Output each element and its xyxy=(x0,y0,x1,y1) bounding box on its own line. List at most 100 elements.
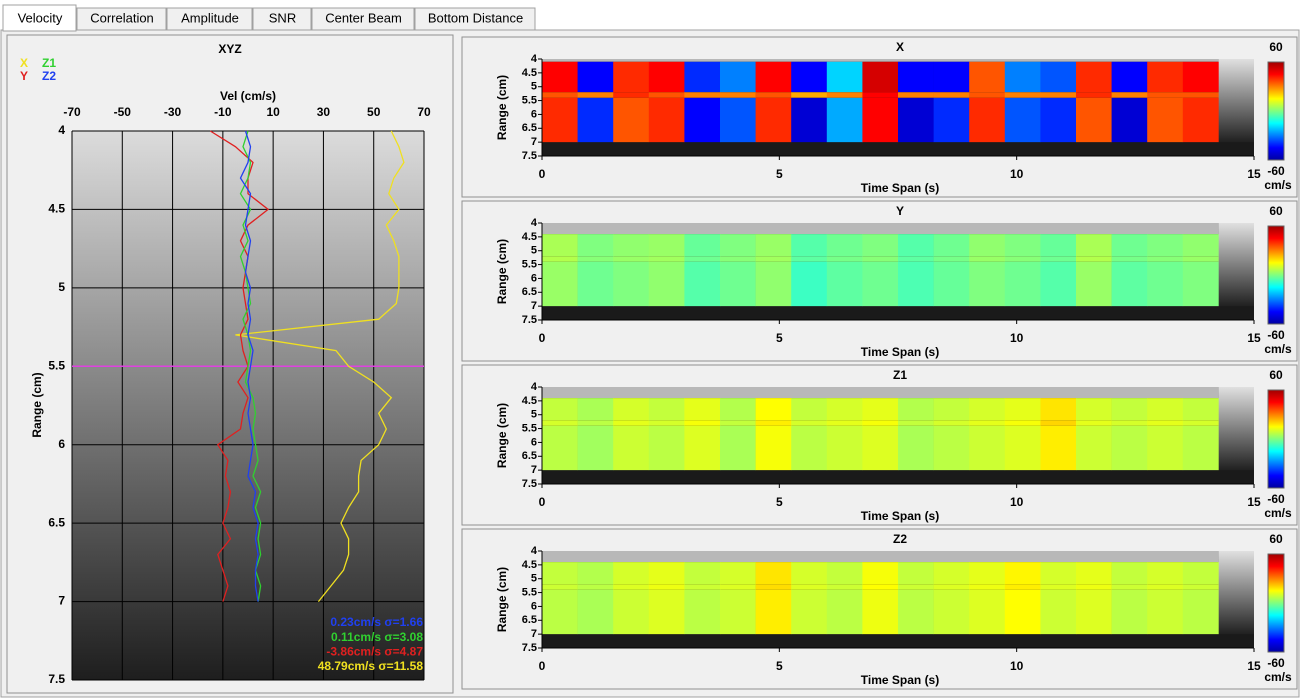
heat-cell xyxy=(1147,420,1184,426)
heat-cell xyxy=(1004,420,1041,426)
x-tick-label: 0 xyxy=(539,167,546,181)
heat-cell xyxy=(791,398,828,421)
heat-cell xyxy=(542,61,578,93)
heat-cell xyxy=(898,584,934,590)
heat-cell xyxy=(1076,562,1112,585)
tab[interactable] xyxy=(2,4,77,32)
x-tick-label: 0 xyxy=(539,331,546,345)
chart-title: Z1 xyxy=(893,368,907,382)
heat-cell xyxy=(898,425,934,471)
heat-cell xyxy=(577,92,614,98)
heat-cell xyxy=(969,92,1006,98)
tab-label[interactable]: Center Beam xyxy=(325,10,402,25)
heat-cell xyxy=(1147,92,1184,98)
heat-cell xyxy=(933,589,970,635)
heat-cell xyxy=(862,97,899,143)
y-tick-label: 6.5 xyxy=(48,515,65,529)
tab[interactable] xyxy=(252,7,312,31)
heat-cell xyxy=(613,562,650,585)
heat-cell xyxy=(577,61,614,93)
heat-cell xyxy=(755,261,792,307)
series-line xyxy=(239,130,262,602)
heat-cell xyxy=(648,589,685,635)
heat-cell xyxy=(1040,61,1077,93)
tab-label[interactable]: SNR xyxy=(269,10,296,25)
tab[interactable] xyxy=(311,7,415,31)
heat-cell xyxy=(898,92,934,98)
heat-cell xyxy=(1040,589,1077,635)
heat-cell xyxy=(720,398,756,421)
heat-cell xyxy=(1004,562,1041,585)
heat-cell xyxy=(755,256,792,262)
heat-cell xyxy=(969,97,1006,143)
y-axis-label: Range (cm) xyxy=(495,567,509,632)
y-tick-label: 4 xyxy=(531,217,538,229)
heat-cell xyxy=(1147,562,1184,585)
heat-cell xyxy=(755,584,792,590)
x-tick-label: 15 xyxy=(1247,495,1261,509)
heat-cell xyxy=(755,425,792,471)
heat-cell xyxy=(1076,256,1112,262)
y-tick-label: 5 xyxy=(58,280,65,294)
x-tick-label: -70 xyxy=(63,105,81,119)
y-tick-label: 5 xyxy=(531,409,537,421)
heat-cell xyxy=(684,61,721,93)
heat-cell xyxy=(1111,261,1148,307)
series-line xyxy=(239,130,259,602)
heat-cell xyxy=(1040,420,1077,426)
heat-cell xyxy=(969,425,1006,471)
heat-cell xyxy=(1182,261,1219,307)
heat-cell xyxy=(684,97,721,143)
heat-cell xyxy=(755,92,792,98)
heat-cell xyxy=(1004,256,1041,262)
heat-cell xyxy=(1040,97,1077,143)
plot-fill xyxy=(1218,59,1254,143)
heat-cell xyxy=(684,234,721,257)
y-tick-label: 7 xyxy=(531,464,537,476)
plot-fill xyxy=(542,551,1219,563)
heat-cell xyxy=(1182,97,1219,143)
x-axis-label: Vel (cm/s) xyxy=(220,89,276,103)
x-tick-label: 50 xyxy=(367,105,381,119)
heat-cell xyxy=(1111,589,1148,635)
colorbar-tick-label: 60 xyxy=(1269,40,1283,54)
heat-cell xyxy=(684,562,721,585)
heat-cell xyxy=(755,398,792,421)
heat-cell xyxy=(826,584,863,590)
tab[interactable] xyxy=(76,7,167,31)
heat-cell xyxy=(1182,420,1219,426)
tab[interactable] xyxy=(166,7,253,31)
tab[interactable] xyxy=(414,7,536,31)
heat-cell xyxy=(542,97,578,143)
y-tick-label: 4 xyxy=(531,545,538,557)
heat-cell xyxy=(826,61,863,93)
tab-label[interactable]: Correlation xyxy=(90,10,154,25)
colorbar-tick-label: 60 xyxy=(1269,532,1283,546)
heat-cell xyxy=(648,398,685,421)
heat-cell xyxy=(720,61,756,93)
x-tick-label: 15 xyxy=(1247,659,1261,673)
heat-cell xyxy=(826,261,863,307)
x-tick-label: 15 xyxy=(1247,167,1261,181)
heat-cell xyxy=(755,420,792,426)
colorbar-tick-label: -60 xyxy=(1267,656,1285,670)
y-tick-label: 4 xyxy=(531,381,538,393)
heat-cell xyxy=(826,97,863,143)
tab-label[interactable]: Velocity xyxy=(18,10,63,25)
heat-cell xyxy=(720,420,756,426)
heat-cell xyxy=(684,425,721,471)
y-tick-label: 4.5 xyxy=(522,231,537,243)
heat-cell xyxy=(1076,398,1112,421)
heat-cell xyxy=(648,61,685,93)
y-tick-label: 4.5 xyxy=(522,559,537,571)
plot-fill xyxy=(1218,387,1254,471)
heat-cell xyxy=(791,261,828,307)
tab-label[interactable]: Amplitude xyxy=(181,10,239,25)
heat-cell xyxy=(577,584,614,590)
x-tick-label: 5 xyxy=(776,167,783,181)
heat-cell xyxy=(826,92,863,98)
tab-label[interactable]: Bottom Distance xyxy=(428,10,523,25)
heat-cell xyxy=(791,92,828,98)
heat-cell xyxy=(933,61,970,93)
